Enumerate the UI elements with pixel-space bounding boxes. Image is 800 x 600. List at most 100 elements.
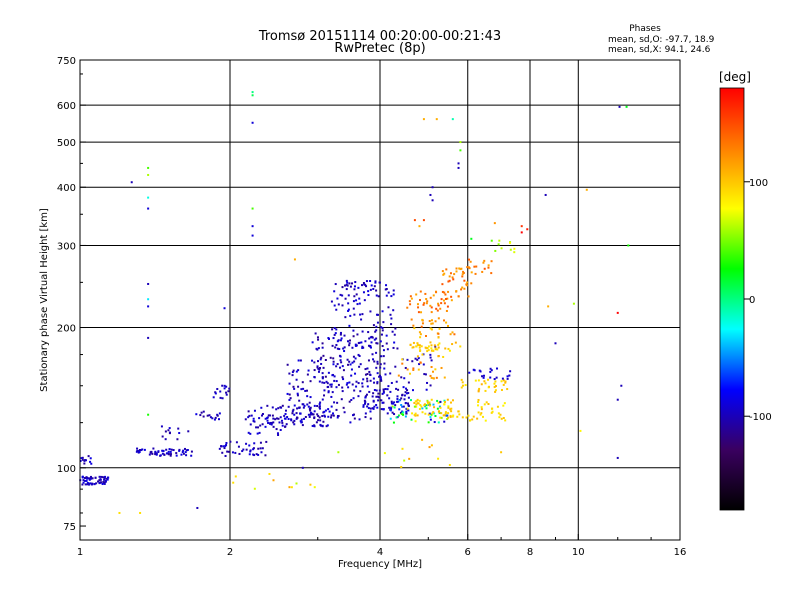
data-point [200, 411, 203, 414]
data-point [339, 359, 342, 362]
data-point [376, 382, 379, 385]
data-point [168, 427, 171, 430]
data-point [380, 379, 383, 382]
data-point [178, 449, 181, 452]
data-point [481, 270, 484, 273]
data-point [476, 404, 479, 407]
data-point [385, 342, 388, 345]
data-point [309, 412, 312, 415]
data-point [418, 407, 421, 410]
data-point [278, 421, 281, 424]
data-point [148, 453, 151, 456]
data-point [440, 412, 443, 415]
data-point [245, 448, 248, 451]
data-point [227, 390, 230, 393]
data-point [196, 506, 199, 509]
data-point [365, 280, 368, 283]
data-point [504, 380, 507, 383]
data-point [319, 358, 322, 361]
data-point [159, 454, 162, 457]
data-point [414, 420, 417, 423]
data-point [369, 346, 372, 349]
data-point [468, 371, 471, 374]
data-point [433, 412, 436, 415]
data-point [406, 368, 409, 371]
data-point [380, 333, 383, 336]
data-point [225, 391, 228, 394]
data-point [479, 370, 482, 373]
data-point [369, 373, 372, 376]
x-tick-label: 4 [377, 547, 383, 558]
data-point [437, 302, 440, 305]
data-point [374, 281, 377, 284]
data-point [357, 353, 360, 356]
data-point [334, 346, 337, 349]
data-point [318, 380, 321, 383]
data-point [434, 320, 437, 323]
data-point [255, 426, 258, 429]
data-point [474, 379, 477, 382]
data-point [421, 353, 424, 356]
data-point [411, 389, 414, 392]
data-point [423, 302, 426, 305]
data-point [241, 450, 244, 453]
data-point [214, 392, 217, 395]
data-point [353, 285, 356, 288]
data-point [430, 359, 433, 362]
data-point [407, 402, 410, 405]
data-point [106, 478, 109, 481]
data-point [381, 401, 384, 404]
data-point [318, 406, 321, 409]
data-point [616, 456, 619, 459]
data-point [435, 376, 438, 379]
data-point [431, 412, 434, 415]
x-tick-label: 6 [465, 547, 471, 558]
data-point [225, 385, 228, 388]
data-point [450, 410, 453, 413]
data-point [303, 417, 306, 420]
data-point [457, 162, 460, 165]
data-point [258, 431, 261, 434]
y-tick-label: 400 [57, 183, 76, 194]
data-point [375, 342, 378, 345]
data-point [284, 425, 287, 428]
data-point [347, 386, 350, 389]
data-point [373, 388, 376, 391]
data-point [257, 447, 260, 450]
data-point [394, 365, 397, 368]
y-tick-label: 500 [57, 138, 76, 149]
data-point [451, 118, 454, 121]
data-point [465, 416, 468, 419]
data-point [417, 368, 420, 371]
data-point [322, 366, 325, 369]
data-point [369, 280, 372, 283]
data-point [469, 260, 472, 263]
data-point [367, 290, 370, 293]
data-point [175, 452, 178, 455]
data-point [369, 344, 372, 347]
data-point [81, 475, 84, 478]
data-point [157, 450, 160, 453]
data-point [398, 399, 401, 402]
data-point [431, 322, 434, 325]
data-point [279, 428, 282, 431]
data-point [299, 359, 302, 362]
data-point [330, 383, 333, 386]
data-point [362, 404, 365, 407]
data-point [311, 424, 314, 427]
data-point [274, 418, 277, 421]
data-point [295, 482, 298, 485]
data-point [376, 342, 379, 345]
data-point [431, 186, 434, 189]
data-point [373, 381, 376, 384]
data-point [266, 419, 269, 422]
data-point [461, 286, 464, 289]
data-point [430, 413, 433, 416]
data-point [429, 356, 432, 359]
data-point [147, 166, 150, 169]
data-point [477, 379, 480, 382]
data-point [84, 459, 87, 462]
data-point [392, 289, 395, 292]
data-points [79, 91, 630, 514]
data-point [439, 307, 442, 310]
